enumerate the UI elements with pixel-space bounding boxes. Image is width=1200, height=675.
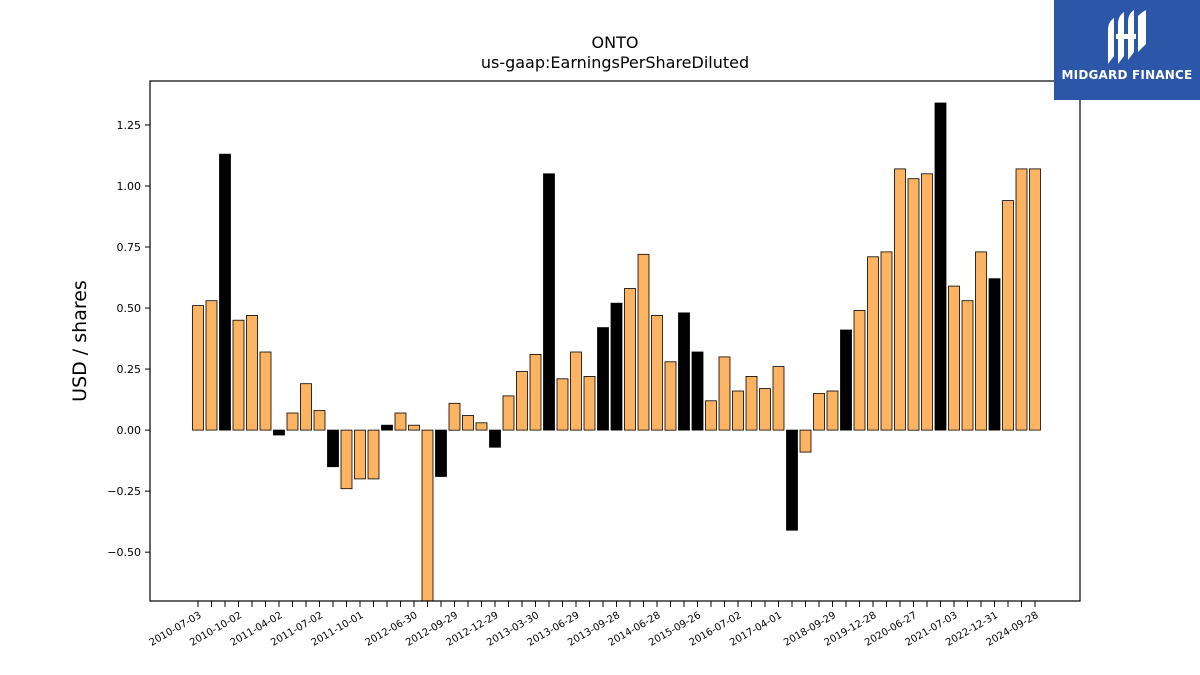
y-tick-label: 0.00 bbox=[117, 424, 142, 437]
y-axis: −0.50 −0.25 0.00 0.25 0.50 0.75 1.00 1.25 bbox=[107, 119, 150, 559]
bar bbox=[826, 390, 839, 431]
bar bbox=[246, 314, 258, 431]
bar bbox=[867, 256, 879, 431]
logo-text: MIDGARD FINANCE bbox=[1061, 68, 1193, 82]
bar bbox=[921, 173, 933, 431]
bar bbox=[489, 429, 501, 448]
bar bbox=[381, 424, 393, 431]
bar bbox=[880, 251, 893, 431]
bar bbox=[421, 429, 434, 602]
bar bbox=[354, 429, 366, 480]
plot-frame bbox=[149, 80, 1081, 602]
y-tick-label: −0.50 bbox=[107, 546, 141, 559]
bar bbox=[813, 393, 825, 431]
bar bbox=[988, 278, 1001, 431]
bar bbox=[948, 285, 960, 431]
bar bbox=[637, 253, 650, 431]
bar bbox=[1015, 168, 1028, 431]
bar bbox=[651, 314, 663, 431]
bar bbox=[975, 251, 987, 431]
bar bbox=[313, 410, 326, 431]
y-tick-label: 0.75 bbox=[117, 241, 142, 254]
bar bbox=[259, 351, 272, 431]
bar bbox=[367, 429, 380, 480]
bar bbox=[543, 173, 555, 431]
bar bbox=[1002, 200, 1014, 431]
bar bbox=[853, 310, 866, 431]
bar bbox=[570, 351, 582, 431]
bar bbox=[300, 383, 312, 431]
bar bbox=[273, 429, 285, 436]
bar bbox=[718, 356, 731, 431]
bar bbox=[759, 388, 771, 431]
bar bbox=[448, 402, 461, 431]
bar bbox=[529, 353, 542, 431]
y-tick-label: 0.50 bbox=[117, 302, 142, 315]
bar bbox=[205, 300, 218, 431]
bar bbox=[556, 378, 569, 431]
y-axis-label: USD / shares bbox=[69, 280, 91, 402]
bar bbox=[408, 424, 420, 431]
bar bbox=[327, 429, 339, 468]
bar bbox=[394, 412, 407, 431]
bar bbox=[840, 329, 852, 431]
bar bbox=[786, 429, 798, 531]
bar bbox=[219, 153, 231, 431]
midgard-finance-logo: MIDGARD FINANCE bbox=[1054, 0, 1200, 100]
y-tick-label: 1.25 bbox=[117, 119, 142, 132]
bar bbox=[583, 375, 596, 431]
bar bbox=[340, 429, 353, 490]
bar bbox=[610, 302, 623, 431]
bar bbox=[799, 429, 812, 453]
bar bbox=[597, 327, 609, 431]
bar bbox=[691, 351, 704, 431]
y-tick-label: −0.25 bbox=[107, 485, 141, 498]
bar bbox=[462, 415, 474, 431]
bar bbox=[745, 375, 758, 431]
bar bbox=[232, 319, 245, 431]
bar bbox=[664, 361, 677, 431]
bar bbox=[286, 412, 299, 431]
y-tick-label: 1.00 bbox=[117, 180, 142, 193]
bar bbox=[907, 178, 920, 431]
bar bbox=[475, 422, 488, 431]
bar bbox=[678, 312, 690, 431]
bar bbox=[502, 395, 515, 431]
bar bbox=[705, 400, 717, 431]
chart-title: ONTO bbox=[592, 33, 639, 52]
bar bbox=[732, 390, 744, 431]
bar bbox=[192, 305, 204, 431]
chart-subtitle: us-gaap:EarningsPerShareDiluted bbox=[481, 53, 749, 72]
bar bbox=[435, 429, 447, 477]
bar bbox=[624, 288, 636, 431]
y-tick-label: 0.25 bbox=[117, 363, 142, 376]
bar bbox=[961, 300, 974, 431]
bar bbox=[772, 366, 785, 431]
bar bbox=[516, 371, 528, 431]
bars-group bbox=[192, 102, 1041, 602]
bar bbox=[894, 168, 906, 431]
midgard-logo-icon bbox=[1108, 10, 1146, 64]
x-axis: 2010-07-032010-10-022011-04-022011-07-02… bbox=[148, 601, 1041, 649]
bar bbox=[934, 102, 947, 431]
bar bbox=[1029, 168, 1041, 431]
